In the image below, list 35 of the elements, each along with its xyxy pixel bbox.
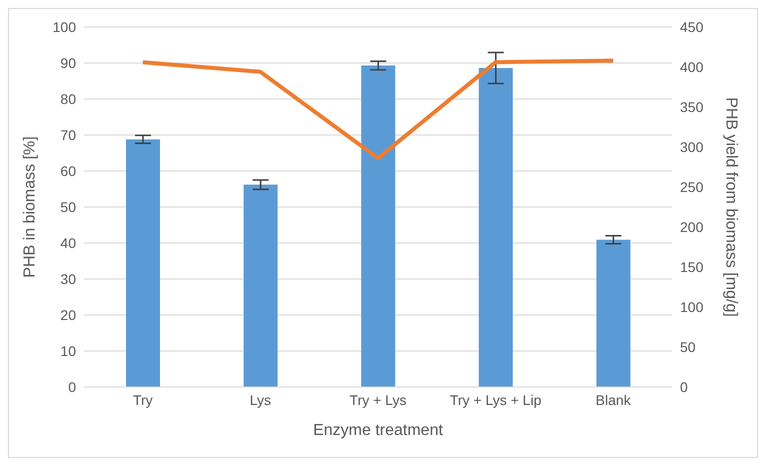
y2-tick-label: 250: [680, 178, 704, 195]
y2-tick-label: 300: [680, 138, 704, 155]
line-series: [140, 58, 616, 160]
x-tick-label: Lys: [250, 392, 272, 408]
y-tick-label: 70: [60, 126, 76, 143]
bar: [244, 184, 278, 387]
y-tick-label: 60: [60, 162, 76, 179]
x-tick-label: Try: [132, 392, 153, 408]
x-tick-label: Try + Lys: [350, 392, 406, 408]
y2-axis-title: PHB yield from biomass [mg/g]: [722, 97, 740, 317]
y-tick-label: 90: [60, 54, 76, 71]
y-tick-label: 80: [60, 90, 76, 107]
y2-tick-label: 200: [680, 218, 704, 235]
bar: [361, 66, 396, 387]
y-tick-label: 100: [52, 18, 76, 35]
x-tick-label: Blank: [596, 392, 632, 408]
x-tick-label: Try + Lys + Lip: [450, 392, 542, 408]
y-tick-label: 10: [60, 342, 76, 359]
y2-tick-label: 100: [680, 298, 704, 315]
y2-tick-label: 450: [680, 18, 704, 35]
y-tick-label: 20: [60, 306, 76, 323]
x-axis-title: Enzyme treatment: [313, 422, 444, 439]
y2-tick-label: 400: [680, 58, 704, 75]
bar: [126, 139, 160, 387]
y-tick-label: 50: [60, 198, 76, 215]
y-axis-title: PHB in biomass [%]: [22, 136, 39, 278]
y-tick-label: 0: [68, 378, 76, 395]
y-tick-label: 30: [60, 270, 76, 287]
y2-tick-label: 0: [680, 378, 688, 395]
y2-tick-label: 350: [680, 98, 704, 115]
bar: [478, 68, 513, 387]
y2-tick-label: 50: [680, 338, 696, 355]
bar: [596, 240, 630, 387]
y2-tick-label: 150: [680, 258, 704, 275]
y-tick-label: 40: [60, 234, 76, 251]
